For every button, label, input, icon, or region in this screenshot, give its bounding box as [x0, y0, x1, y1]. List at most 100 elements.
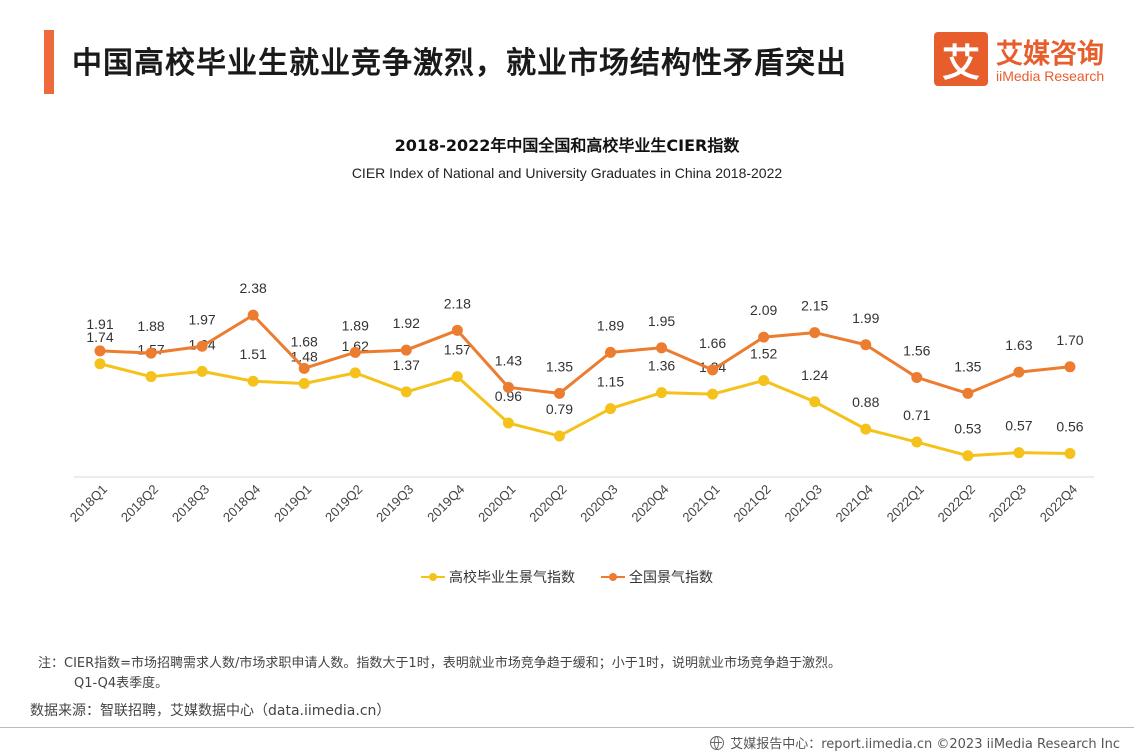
data-label: 0.96 — [495, 388, 522, 404]
x-tick-label: 2019Q1 — [271, 482, 314, 525]
data-point — [298, 362, 310, 374]
data-point — [451, 371, 463, 383]
data-label: 1.36 — [648, 358, 675, 374]
data-label: 2.38 — [240, 280, 267, 296]
data-point — [911, 371, 923, 383]
data-point — [349, 367, 361, 379]
data-label: 1.92 — [393, 315, 420, 331]
x-tick-label: 2018Q1 — [67, 482, 110, 525]
legend-item-national: 全国景气指数 — [601, 567, 713, 587]
data-point — [298, 378, 310, 390]
data-point — [758, 374, 770, 386]
line-chart: 2018Q1 2018Q2 2018Q3 2018Q4 2019Q1 2019Q2 2019… — [67, 280, 1094, 525]
logo-chinese-name: 艾媒咨询 — [996, 39, 1104, 70]
data-label: 0.53 — [954, 421, 981, 437]
data-label: 1.68 — [291, 333, 318, 349]
data-point — [656, 342, 668, 354]
data-point — [707, 364, 719, 376]
logo-mark-icon: 艾 — [934, 32, 988, 86]
footer-text: 艾媒报告中心：report.iimedia.cn ©2023 iiMedia R… — [730, 737, 1120, 752]
note-line-1: 注：CIER指数=市场招聘需求人数/市场求职申请人数。指数大于1时，表明就业市场… — [38, 656, 841, 671]
data-label: 1.66 — [699, 335, 726, 351]
data-point — [605, 403, 616, 415]
data-source: 数据来源：智联招聘，艾媒数据中心（data.iimedia.cn） — [30, 703, 391, 719]
data-label: 2.09 — [750, 302, 777, 318]
data-point — [1064, 361, 1076, 373]
data-label: 2.15 — [801, 298, 828, 314]
data-point — [553, 387, 565, 399]
footer: 艾媒报告中心：report.iimedia.cn ©2023 iiMedia R… — [710, 733, 1120, 752]
data-point — [1013, 447, 1025, 459]
chart-legend: 高校毕业生景气指数 全国景气指数 — [0, 567, 1134, 587]
x-tick-label: 2018Q2 — [118, 482, 161, 525]
data-label: 1.43 — [495, 352, 522, 368]
data-label: 1.74 — [86, 329, 113, 345]
data-point — [656, 387, 668, 399]
data-point — [502, 381, 514, 393]
data-point — [911, 436, 923, 448]
data-point — [349, 346, 361, 358]
data-point — [809, 396, 821, 408]
data-point — [145, 371, 157, 383]
data-point — [809, 327, 821, 339]
data-point — [196, 340, 208, 352]
data-point — [247, 309, 259, 321]
data-label: 1.35 — [546, 358, 573, 374]
x-tick-label: 2021Q2 — [730, 482, 773, 525]
chart-note: 注：CIER指数=市场招聘需求人数/市场求职申请人数。指数大于1时，表明就业市场… — [38, 654, 841, 694]
chart-title: 2018-2022年中国全国和高校毕业生CIER指数 — [394, 136, 740, 155]
data-label: 1.91 — [86, 316, 113, 332]
data-point — [1064, 447, 1076, 459]
data-point — [400, 386, 412, 398]
data-label: 0.56 — [1056, 418, 1083, 434]
data-label: 1.15 — [597, 374, 624, 390]
x-tick-label: 2022Q1 — [884, 482, 927, 525]
legend-swatch-national — [601, 571, 625, 583]
data-label: 1.24 — [801, 367, 828, 383]
x-tick-label: 2022Q2 — [935, 482, 978, 525]
data-label: 1.56 — [903, 342, 930, 358]
data-label: 0.57 — [1005, 418, 1032, 434]
data-point — [860, 423, 872, 435]
x-tick-label: 2021Q1 — [679, 482, 722, 525]
data-label: 1.89 — [342, 317, 369, 333]
data-label: 0.71 — [903, 407, 930, 423]
data-label: 1.62 — [342, 338, 369, 354]
data-point — [860, 339, 872, 351]
data-point — [707, 388, 719, 400]
x-tick-label: 2022Q3 — [986, 482, 1029, 525]
data-label: 0.79 — [546, 401, 573, 417]
data-label: 1.52 — [750, 345, 777, 361]
globe-icon — [710, 735, 725, 750]
data-point — [247, 375, 259, 387]
data-point — [962, 450, 974, 462]
data-label: 1.95 — [648, 313, 675, 329]
data-point — [605, 346, 616, 358]
x-tick-label: 2019Q2 — [322, 482, 365, 525]
data-point — [400, 344, 412, 356]
x-tick-label: 2021Q4 — [833, 482, 876, 525]
note-line-2: Q1-Q4表季度。 — [74, 676, 169, 691]
series-line-1 — [99, 313, 1071, 395]
data-point — [758, 331, 770, 343]
data-label: 1.57 — [444, 342, 471, 358]
data-point — [196, 365, 208, 377]
data-label: 1.88 — [137, 318, 164, 334]
data-point — [451, 324, 463, 336]
data-point — [553, 430, 565, 442]
data-point — [962, 387, 974, 399]
x-tick-label: 2019Q4 — [424, 482, 467, 525]
data-label: 1.97 — [188, 311, 215, 327]
x-tick-label: 2020Q3 — [577, 482, 620, 525]
data-label: 1.70 — [1056, 332, 1083, 348]
footer-divider — [0, 727, 1134, 728]
x-tick-label: 2022Q4 — [1037, 482, 1080, 525]
data-label: 1.51 — [240, 346, 267, 362]
x-tick-label: 2018Q3 — [169, 482, 212, 525]
data-label: 1.63 — [1005, 337, 1032, 353]
data-point — [145, 347, 157, 359]
data-point — [1013, 366, 1025, 378]
page-title: 中国高校毕业生就业竞争激烈，就业市场结构性矛盾突出 — [72, 46, 847, 81]
x-tick-label: 2021Q3 — [782, 482, 825, 525]
legend-swatch-graduates — [421, 571, 445, 583]
